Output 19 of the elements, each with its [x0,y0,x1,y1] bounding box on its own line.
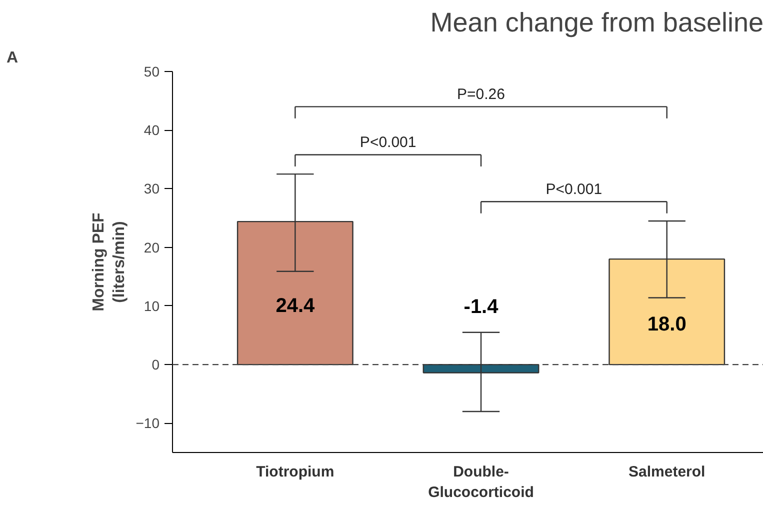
data-label: -1.4 [464,296,500,318]
annotation: P<0.001 [360,134,416,152]
data-label: 24.4 [276,294,316,317]
x-tick-label: Double- Glucocorticoid [428,464,534,501]
y-axis-title: Morning PEF (liters/min) [90,212,128,312]
x-tick-label: Tiotropium [256,464,334,480]
y-tick-label: −10 [136,415,160,432]
x-tick-label: Salmeterol [628,464,706,480]
annotation: P=0.26 [457,86,505,104]
y-tick-label: 30 [144,180,160,197]
text: A [6,50,18,66]
y-tick-label: 0 [152,356,160,373]
annotation: P<0.001 [546,181,602,198]
y-tick-label: 20 [144,239,160,256]
chart-title: Mean change from baseline [430,8,763,38]
y-tick-label: 40 [144,122,160,138]
y-tick-label: 50 [144,64,160,80]
y-tick-label: 10 [144,298,160,314]
data-label: 18.0 [647,314,686,336]
